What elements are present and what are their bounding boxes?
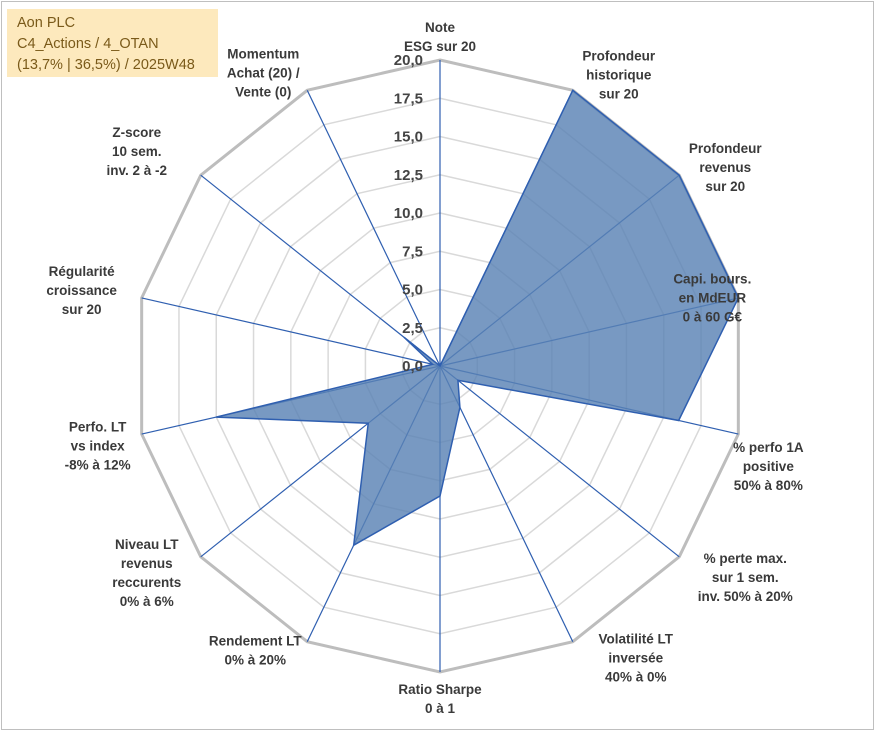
series-area: [216, 89, 740, 547]
axis-label-line: revenus: [699, 160, 751, 175]
axis-label-line: Z-score: [112, 125, 161, 140]
axis-label-line: 0% à 6%: [120, 594, 174, 609]
axis-label-line: positive: [743, 459, 795, 474]
axis-spoke: [141, 297, 441, 367]
portfolio-category: C4_Actions / 4_OTAN: [17, 36, 159, 52]
company-name: Aon PLC: [17, 15, 76, 31]
axis-label-line: inv. 50% à 20%: [698, 589, 793, 604]
title-box: Aon PLC C4_Actions / 4_OTAN (13,7% | 36,…: [7, 9, 218, 77]
axis-spoke: [200, 174, 441, 367]
tick-label: 2,5: [402, 320, 423, 337]
axis-label-line: croissance: [46, 283, 117, 298]
axis-label: % perfo 1A positive 50% à 80%: [733, 440, 804, 493]
axis-label-line: sur 20: [599, 86, 639, 101]
radial-tick-labels: 0,0 2,5 5,0 7,5 10,0 12,5 15,0 17,5 20,0: [394, 52, 423, 375]
axis-label-line: en MdEUR: [679, 290, 747, 305]
axis-label-line: Niveau LT: [115, 537, 179, 552]
axis-spoke: [439, 365, 680, 558]
tick-label: 20,0: [394, 52, 423, 69]
axis-label: Perfo. LT vs index -8% à 12%: [65, 420, 131, 473]
axis-label: Capi. bours. en MdEUR 0 à 60 G€: [673, 271, 751, 324]
axis-label-line: 10 sem.: [112, 144, 162, 159]
axis-label-line: sur 20: [705, 179, 745, 194]
axis-spoke: [439, 365, 574, 642]
axis-label-line: Rendement LT: [209, 634, 303, 649]
axis-label-line: Momentum: [227, 46, 299, 61]
radar-series: [216, 89, 740, 547]
axis-label-line: Achat (20) /: [227, 65, 300, 80]
axis-label-line: 0% à 20%: [224, 653, 286, 668]
axis-spoke: [306, 90, 441, 367]
axis-label-line: Volatilité LT: [599, 632, 674, 647]
tick-label: 0,0: [402, 358, 423, 375]
axis-label: Profondeur historique sur 20: [582, 48, 655, 101]
axis-label-line: vs index: [71, 439, 126, 454]
axis-label-line: Profondeur: [582, 48, 655, 63]
axis-label: Niveau LT revenus reccurents 0% à 6%: [112, 537, 181, 609]
tick-label: 17,5: [394, 90, 423, 107]
axis-label-line: Régularité: [49, 264, 116, 279]
axis-label-line: Capi. bours.: [673, 271, 751, 286]
axis-label-line: reccurents: [112, 575, 181, 590]
axis-label-line: 0 à 1: [425, 701, 456, 716]
axis-labels: Note ESG sur 20 Profondeur historique sur 20…: [46, 20, 803, 716]
axis-label-line: sur 1 sem.: [712, 570, 779, 585]
tick-label: 12,5: [394, 167, 423, 184]
axis-label: % perte max. sur 1 sem. inv. 50% à 20%: [698, 551, 793, 604]
tick-label: 7,5: [402, 243, 423, 260]
axis-label: Note ESG sur 20: [404, 20, 476, 54]
axis-label-line: Profondeur: [689, 141, 762, 156]
axis-label-line: 40% à 0%: [605, 670, 667, 685]
tick-label: 5,0: [402, 282, 423, 299]
axis-label: Régularité croissance sur 20: [46, 264, 117, 317]
axis-label: Rendement LT 0% à 20%: [209, 634, 303, 668]
axis-label: Volatilité LT inversée 40% à 0%: [599, 632, 674, 685]
axis-label-line: sur 20: [62, 302, 102, 317]
axis-label-line: -8% à 12%: [65, 458, 131, 473]
axis-label-line: revenus: [121, 556, 173, 571]
axis-label: Momentum Achat (20) / Vente (0): [227, 46, 300, 99]
axis-label-line: Perfo. LT: [69, 420, 127, 435]
axis-label: Z-score 10 sem. inv. 2 à -2: [106, 125, 167, 178]
axis-label-line: Note: [425, 20, 455, 35]
tick-label: 15,0: [394, 129, 423, 146]
axis-label: Ratio Sharpe 0 à 1: [398, 682, 482, 716]
axis-label-line: 0 à 60 G€: [683, 309, 743, 324]
stats-and-week: (13,7% | 36,5%) / 2025W48: [17, 57, 195, 73]
axis-label-line: Vente (0): [235, 84, 291, 99]
axis-label-line: % perfo 1A: [733, 440, 804, 455]
axis-label: Profondeur revenus sur 20: [689, 141, 762, 194]
axis-label-line: % perte max.: [704, 551, 787, 566]
axis-label-line: inv. 2 à -2: [106, 163, 167, 178]
axis-label-line: 50% à 80%: [734, 478, 803, 493]
axis-label-line: Ratio Sharpe: [398, 682, 482, 697]
axis-label-line: historique: [586, 67, 652, 82]
axis-label-line: inversée: [608, 651, 663, 666]
tick-label: 10,0: [394, 205, 423, 222]
axis-label-line: ESG sur 20: [404, 39, 476, 54]
